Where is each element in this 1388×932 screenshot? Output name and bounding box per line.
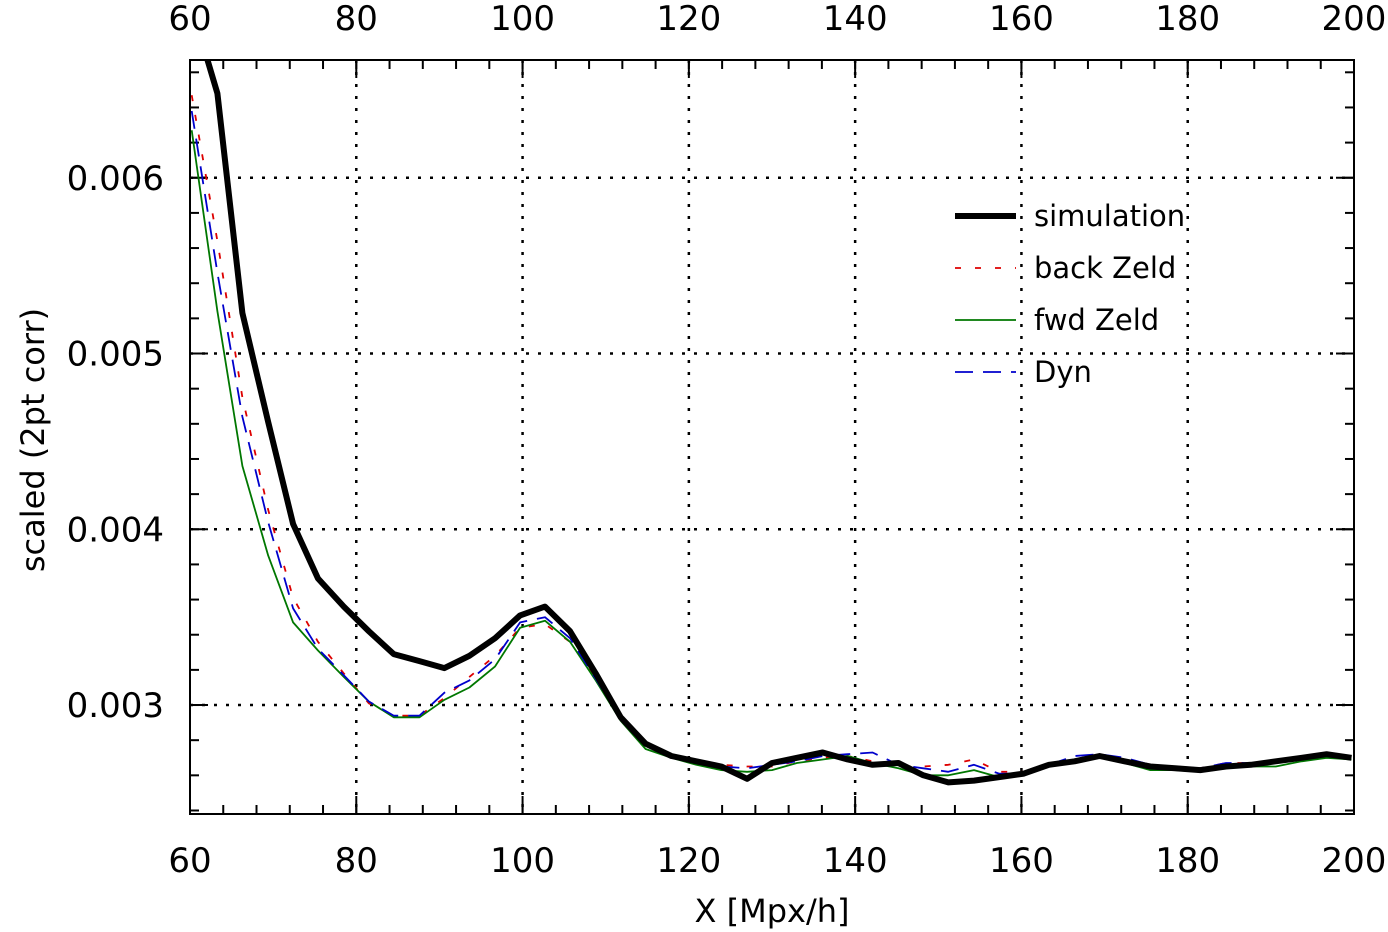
x-tick-label: 80	[335, 841, 378, 881]
series-line-back-zeld	[190, 95, 1352, 773]
x-axis-label: X [Mpx/h]	[695, 892, 850, 930]
legend-label: fwd Zeld	[1034, 303, 1159, 337]
x-tick-label: 60	[168, 841, 211, 881]
x-tick-label-top: 80	[335, 0, 378, 39]
x-tick-label-top: 120	[656, 0, 721, 39]
x-tick-label-top: 180	[1155, 0, 1220, 39]
axis-ticks	[189, 60, 1355, 814]
legend-label: Dyn	[1034, 355, 1092, 389]
x-tick-label: 180	[1155, 841, 1220, 881]
x-tick-label: 160	[989, 841, 1054, 881]
y-tick-label: 0.005	[67, 335, 164, 375]
x-tick-label-top: 200	[1322, 0, 1387, 39]
y-tick-label: 0.006	[67, 159, 164, 199]
series-lines	[190, 60, 1352, 786]
x-tick-label: 120	[656, 841, 721, 881]
legend: simulation back Zeld fwd Zeld Dyn	[955, 199, 1185, 389]
y-tick-label: 0.004	[67, 510, 164, 550]
tick-labels: 60 60 80 80 100 100 120 120 140 140 160 160 180 180 20…	[67, 0, 1387, 881]
x-tick-label: 140	[823, 841, 888, 881]
x-tick-label-top: 60	[168, 0, 211, 39]
y-axis-label: scaled (2pt corr)	[14, 308, 52, 572]
x-tick-label-top: 100	[490, 0, 555, 39]
plot-frame	[189, 59, 1355, 815]
y-tick-label: 0.003	[67, 686, 164, 726]
x-tick-label-top: 140	[823, 0, 888, 39]
legend-label: simulation	[1034, 199, 1185, 233]
series-line-simulation	[204, 60, 1352, 786]
grid	[190, 60, 1354, 814]
x-tick-label-top: 160	[989, 0, 1054, 39]
x-tick-label: 100	[490, 841, 555, 881]
x-tick-label: 200	[1322, 841, 1387, 881]
legend-label: back Zeld	[1034, 251, 1176, 285]
